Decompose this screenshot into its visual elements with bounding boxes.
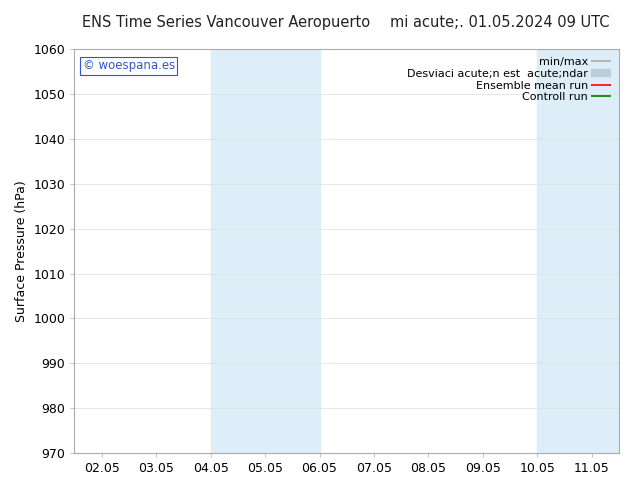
Text: © woespana.es: © woespana.es <box>82 59 175 73</box>
Text: ENS Time Series Vancouver Aeropuerto: ENS Time Series Vancouver Aeropuerto <box>82 15 370 30</box>
Y-axis label: Surface Pressure (hPa): Surface Pressure (hPa) <box>15 180 28 322</box>
Legend: min/max, Desviaci acute;n est  acute;ndar, Ensemble mean run, Controll run: min/max, Desviaci acute;n est acute;ndar… <box>404 55 614 104</box>
Text: mi acute;. 01.05.2024 09 UTC: mi acute;. 01.05.2024 09 UTC <box>390 15 609 30</box>
Bar <box>538 49 619 453</box>
Bar <box>210 49 320 453</box>
